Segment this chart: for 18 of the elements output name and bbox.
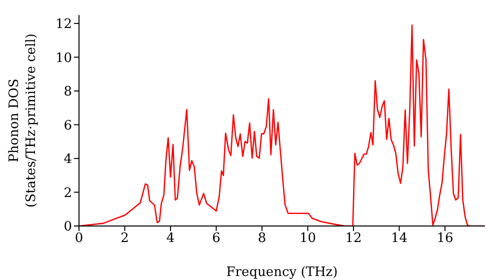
x-tick-label: 4 — [166, 231, 175, 246]
y-tick-label: 2 — [64, 186, 72, 201]
x-tick-label: 2 — [120, 231, 129, 246]
y-tick-label: 8 — [64, 84, 72, 100]
x-tick-label: 10 — [299, 231, 316, 246]
x-tick-label: 12 — [345, 231, 362, 246]
y-tick-label: 10 — [55, 50, 72, 66]
x-tick-label: 8 — [258, 231, 266, 246]
x-tick-label: 16 — [436, 231, 454, 246]
x-tick-label: 6 — [212, 231, 220, 246]
x-tick-label: 0 — [74, 231, 84, 246]
y-tick-label: 0 — [64, 220, 72, 235]
y-tick-label: 6 — [64, 118, 72, 134]
y-axis-title: Phonon DOS (States/THz·primitive cell) — [7, 33, 39, 208]
y-tick-label: 4 — [64, 152, 72, 168]
y-tick-label: 12 — [55, 17, 72, 32]
x-axis-title: Frequency (THz) — [226, 265, 338, 280]
x-tick-label: 14 — [390, 231, 408, 246]
